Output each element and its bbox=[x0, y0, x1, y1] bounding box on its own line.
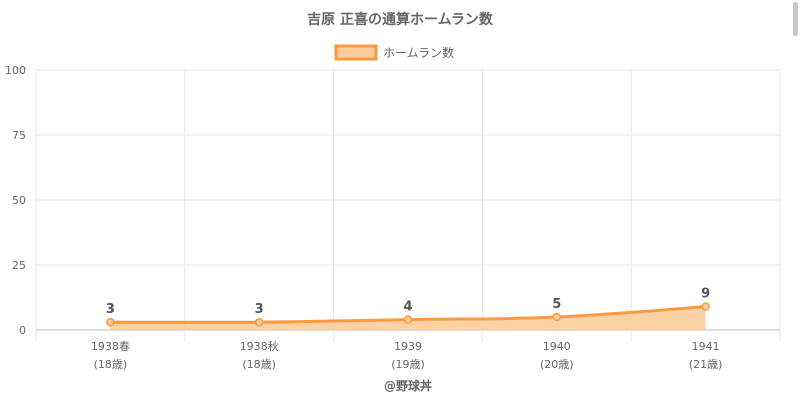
credit: @野球丼 bbox=[384, 378, 432, 393]
x-tick-label-0: 1938春 bbox=[91, 340, 130, 353]
x-tick-label-3: 1940 bbox=[543, 340, 571, 353]
legend[interactable]: ホームラン数 bbox=[334, 44, 454, 61]
data-point-2 bbox=[403, 315, 413, 324]
x-tick-label-1: 1938秋 bbox=[240, 339, 279, 353]
x-tick-sublabel-1: (18歳) bbox=[242, 358, 276, 371]
y-tick-label-0: 0 bbox=[19, 324, 26, 337]
x-tick-sublabel-3: (20歳) bbox=[540, 358, 574, 371]
y-axis: 0 25 50 75 100 bbox=[5, 64, 26, 337]
data-label-3: 5 bbox=[552, 297, 561, 312]
x-axis: 1938春 (18歳) 1938秋 (18歳) 1939 (19歳) 1940 (20歳) 19… bbox=[91, 339, 722, 371]
x-tick-sublabel-2: (19歳) bbox=[391, 358, 425, 371]
x-tick-label-2: 1939 bbox=[394, 340, 422, 353]
data-label-0: 3 bbox=[106, 302, 115, 317]
y-tick-label-3: 75 bbox=[12, 129, 26, 142]
data-label-2: 4 bbox=[403, 300, 412, 315]
y-tick-label-2: 50 bbox=[12, 194, 26, 207]
x-tick-sublabel-0: (18歳) bbox=[94, 358, 128, 371]
data-label-1: 3 bbox=[255, 302, 264, 317]
data-point-1 bbox=[254, 317, 264, 327]
grid bbox=[35, 69, 781, 342]
legend-swatch bbox=[334, 44, 378, 61]
chart-title: 吉原 正喜の通算ホームラン数 bbox=[307, 11, 494, 28]
data-point-0 bbox=[106, 317, 115, 327]
data-point-3 bbox=[552, 312, 562, 322]
data-point-4 bbox=[701, 302, 710, 311]
data-label-4: 9 bbox=[701, 287, 710, 302]
x-tick-label-4: 1941 bbox=[692, 340, 720, 353]
scrollbar[interactable] bbox=[793, 2, 798, 36]
y-tick-label-1: 25 bbox=[12, 259, 26, 272]
y-tick-label-4: 100 bbox=[5, 64, 26, 77]
legend-label: ホームラン数 bbox=[383, 45, 454, 60]
x-tick-sublabel-4: (21歳) bbox=[689, 358, 723, 371]
series-home-runs: 3 3 4 5 9 bbox=[106, 287, 710, 330]
